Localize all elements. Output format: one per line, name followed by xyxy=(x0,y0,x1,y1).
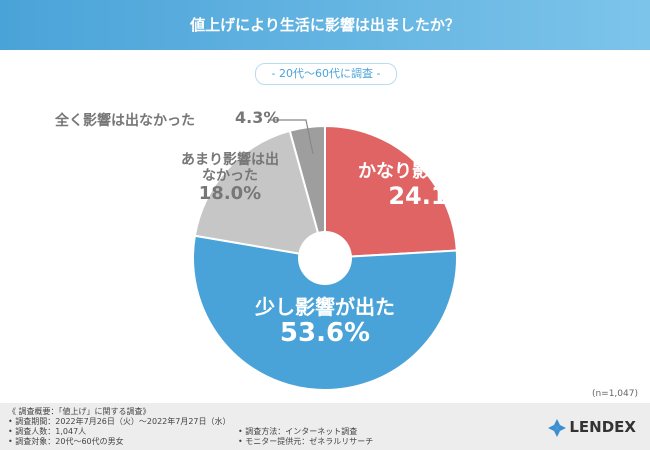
category-label: 少し影響が出た xyxy=(255,295,395,319)
footer-item: • 調査期間：2022年7月26日（火）～2022年7月27日（水） xyxy=(8,417,231,426)
sample-note: (n=1,047) xyxy=(591,389,638,399)
leader-line xyxy=(268,119,314,155)
pie-slice xyxy=(192,234,458,391)
category-label: 全く影響は出なかった xyxy=(55,113,195,129)
donut-hole xyxy=(298,231,352,285)
footer-item: • 調査人数：1,047人 xyxy=(8,427,87,436)
value-label: 53.6% xyxy=(279,318,371,348)
subtitle: - 20代～60代に調査 - xyxy=(255,63,397,85)
footer-heading: 《 調査概要：「値上げ」に関する調査》 xyxy=(8,407,151,416)
value-label: 24.1% xyxy=(388,181,472,210)
slice-label: 少し影響が出た 53.6% xyxy=(215,296,435,349)
value-label: 4.3% xyxy=(235,108,280,127)
footer: 《 調査概要：「値上げ」に関する調査》 • 調査期間：2022年7月26日（火）… xyxy=(0,403,650,450)
value-label: 18.0% xyxy=(198,183,262,205)
footer-item: • モニター提供元：ゼネラルリサーチ xyxy=(238,437,374,446)
slice-label: あまり影響は出なかった 18.0% xyxy=(180,152,280,205)
footer-item: • 調査対象：20代～60代の男女 xyxy=(8,437,124,446)
pie-slice xyxy=(193,129,327,260)
footer-item: • 調査方法：インターネット調査 xyxy=(238,427,358,436)
logo: LENDEX xyxy=(569,418,636,436)
chart-title: 値上げにより生活に影響は出ましたか？ xyxy=(0,0,650,50)
slice-label: かなり影響が出た 24.1% xyxy=(335,161,525,210)
category-label: あまり影響は出なかった xyxy=(181,152,279,185)
category-label: かなり影響が出た xyxy=(358,161,502,182)
pie-slice xyxy=(324,124,458,260)
